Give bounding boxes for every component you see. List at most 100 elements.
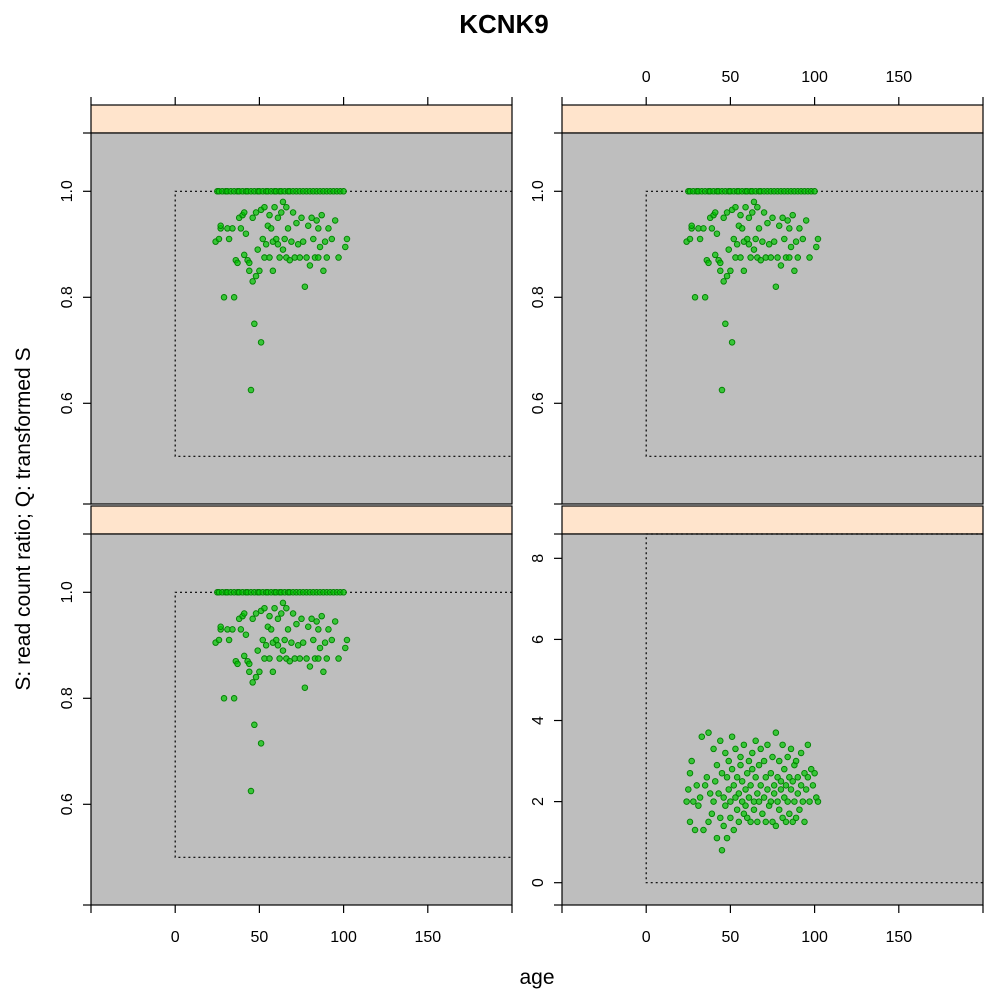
data-point xyxy=(745,241,753,248)
data-point xyxy=(735,790,743,797)
data-point xyxy=(737,211,744,219)
data-point xyxy=(288,639,295,646)
data-point xyxy=(725,757,732,765)
data-point xyxy=(237,225,245,232)
data-point xyxy=(286,657,293,665)
data-point xyxy=(695,802,702,809)
data-point xyxy=(786,774,793,781)
data-point xyxy=(288,238,295,245)
panel-border xyxy=(90,132,513,505)
data-point xyxy=(717,737,724,745)
data-point xyxy=(289,610,297,617)
data-point xyxy=(802,217,810,224)
data-point xyxy=(743,769,751,777)
reference-box xyxy=(645,533,983,884)
panels-layer: 0.6 0.8 1.0 0.6 0.8 1.0 0 50 100 150 0.6 0.8 1.0 0 50 1… xyxy=(59,69,984,946)
reference-box xyxy=(174,190,512,457)
data-point xyxy=(764,741,771,749)
data-point xyxy=(722,802,729,809)
data-point xyxy=(683,798,690,805)
data-point xyxy=(328,235,336,243)
data-point xyxy=(781,235,788,243)
data-point xyxy=(775,806,783,813)
data-point xyxy=(769,753,776,761)
data-point xyxy=(765,241,773,248)
data-point xyxy=(733,806,741,813)
data-point xyxy=(799,798,807,805)
data-point xyxy=(745,214,753,222)
data-point xyxy=(318,612,325,620)
panel-background xyxy=(91,534,512,905)
data-point xyxy=(254,647,261,654)
data-point xyxy=(266,254,273,261)
data-point xyxy=(259,636,267,644)
data-point xyxy=(284,225,292,232)
data-point xyxy=(323,655,331,662)
data-point xyxy=(770,790,778,797)
data-point xyxy=(249,278,256,285)
data-point xyxy=(728,765,736,773)
data-point xyxy=(720,214,727,222)
data-point xyxy=(740,741,748,749)
data-point xyxy=(261,203,268,211)
data-point xyxy=(796,806,803,813)
data-point xyxy=(814,798,822,805)
y-tick-label: 6 xyxy=(530,635,547,644)
data-point xyxy=(310,636,317,644)
data-point xyxy=(246,267,253,275)
data-point xyxy=(725,786,732,793)
data-point xyxy=(733,774,741,781)
data-point xyxy=(792,757,800,765)
data-point xyxy=(237,626,245,633)
data-point xyxy=(728,733,736,740)
data-point xyxy=(806,254,813,261)
data-point xyxy=(703,774,711,781)
data-point xyxy=(686,235,694,243)
data-point xyxy=(252,272,260,280)
data-point xyxy=(720,278,727,285)
data-point xyxy=(774,798,781,805)
data-point xyxy=(691,294,699,301)
data-point xyxy=(308,615,315,623)
data-point xyxy=(252,610,260,617)
data-point xyxy=(279,647,287,654)
data-point xyxy=(717,259,724,267)
y-tick-label: 1.0 xyxy=(530,180,547,202)
data-point xyxy=(807,765,815,773)
data-point xyxy=(705,818,712,826)
data-point xyxy=(767,769,775,777)
data-point xyxy=(240,652,248,660)
data-point xyxy=(284,626,292,633)
data-point xyxy=(315,626,322,633)
data-point xyxy=(269,668,277,676)
data-point xyxy=(784,753,791,761)
data-point xyxy=(725,246,732,253)
y-tick-label: 4 xyxy=(530,716,547,725)
data-point xyxy=(774,774,781,781)
y-tick-label: 8 xyxy=(530,554,547,563)
data-point xyxy=(229,225,236,232)
data-point xyxy=(814,235,822,243)
y-tick-label: 0.6 xyxy=(59,793,76,815)
data-point xyxy=(732,203,739,211)
data-point xyxy=(289,209,297,216)
data-point xyxy=(723,209,731,216)
data-point xyxy=(749,765,756,773)
data-point xyxy=(715,790,722,797)
panel-border xyxy=(561,533,984,906)
data-point xyxy=(279,599,287,607)
data-point xyxy=(745,794,753,801)
data-point xyxy=(764,219,771,227)
data-point xyxy=(700,225,707,232)
data-point xyxy=(784,217,791,224)
data-point xyxy=(254,246,261,253)
data-point xyxy=(249,615,256,623)
data-point xyxy=(271,604,278,612)
data-point xyxy=(286,256,293,264)
data-point xyxy=(247,386,255,394)
data-point xyxy=(708,810,716,818)
data-point xyxy=(797,782,805,789)
data-point xyxy=(789,778,796,785)
data-point xyxy=(789,211,796,219)
data-point xyxy=(760,794,768,801)
